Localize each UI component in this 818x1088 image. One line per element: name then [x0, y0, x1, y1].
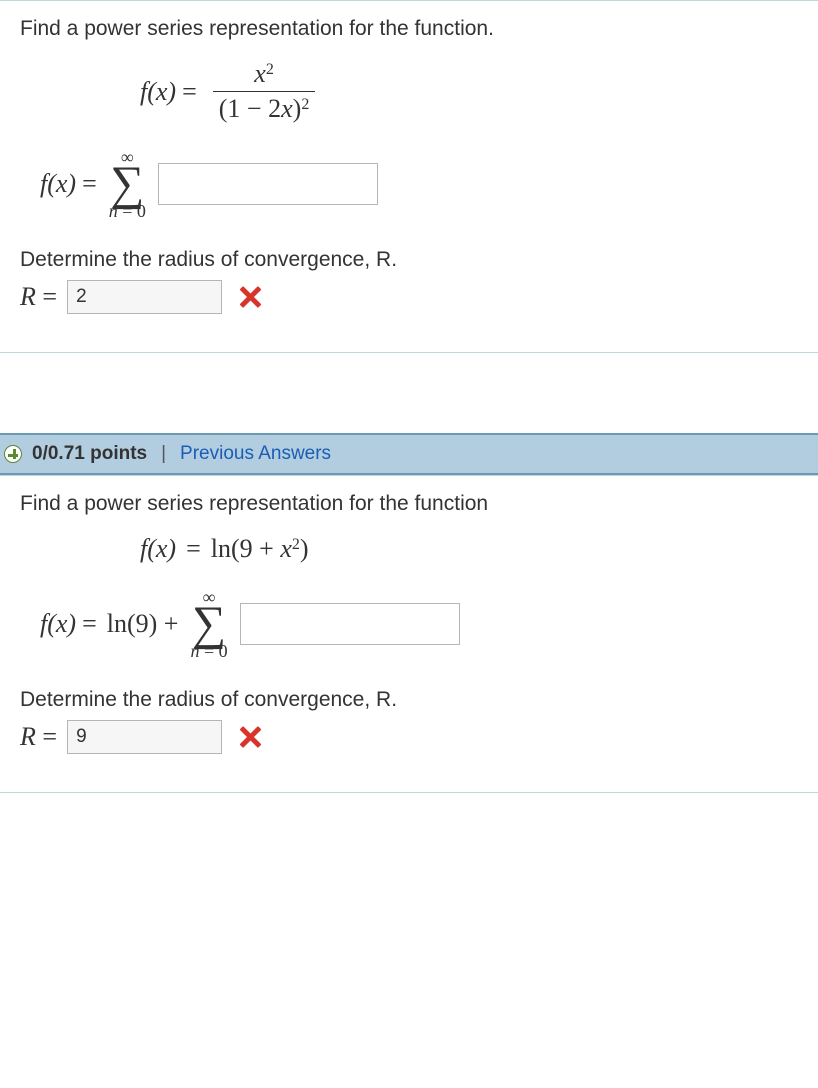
given-function: f(x) = ln(9 + x2)	[140, 534, 798, 564]
R-label: R =	[20, 722, 57, 752]
sum-lower-limit: n = 0	[109, 202, 146, 220]
score-text: 0/0.71 points	[32, 443, 147, 465]
math-lhs: f(x)	[140, 77, 176, 107]
question-2: Find a power series representation for t…	[0, 475, 818, 776]
sum-lower-limit: n = 0	[190, 642, 227, 660]
sigma-symbol: ∑	[110, 166, 144, 202]
radius-answer-row: R =	[20, 720, 798, 754]
given-function: f(x) = x2 (1 − 2x)2	[140, 59, 798, 124]
pipe-divider: |	[157, 443, 170, 465]
math-rhs: ln(9 + x2)	[211, 534, 309, 564]
previous-answers-link[interactable]: Previous Answers	[180, 443, 331, 465]
points-bar: 0/0.71 points | Previous Answers	[0, 433, 818, 475]
radius-instruction: Determine the radius of convergence, R.	[20, 248, 798, 272]
sigma-sum-icon: ∞ ∑ n = 0	[190, 588, 227, 660]
radius-answer-row: R =	[20, 280, 798, 314]
fraction-numerator: x2	[248, 59, 280, 91]
instruction-text: Find a power series representation for t…	[20, 492, 798, 516]
radius-input[interactable]	[67, 280, 222, 314]
series-answer-row: f(x) = ∞ ∑ n = 0	[40, 148, 798, 220]
equals-sign: =	[186, 534, 201, 564]
separator-line	[0, 352, 818, 353]
answer-lhs: f(x) =	[40, 169, 97, 199]
fraction-denominator: (1 − 2x)2	[213, 91, 316, 124]
radius-input[interactable]	[67, 720, 222, 754]
series-term-input[interactable]	[158, 163, 378, 205]
equals-sign: =	[182, 77, 197, 107]
answer-lhs: f(x) = ln(9) +	[40, 609, 178, 639]
radius-instruction: Determine the radius of convergence, R.	[20, 688, 798, 712]
fraction: x2 (1 − 2x)2	[213, 59, 316, 124]
constant-term: ln(9) +	[107, 609, 179, 639]
incorrect-icon	[238, 286, 260, 308]
instruction-text: Find a power series representation for t…	[20, 17, 798, 41]
separator-line	[0, 792, 818, 793]
math-lhs: f(x)	[140, 534, 176, 564]
expand-plus-icon[interactable]	[4, 445, 22, 463]
sigma-sum-icon: ∞ ∑ n = 0	[109, 148, 146, 220]
sigma-symbol: ∑	[192, 606, 226, 642]
series-answer-row: f(x) = ln(9) + ∞ ∑ n = 0	[40, 588, 798, 660]
incorrect-icon	[238, 726, 260, 748]
series-term-input[interactable]	[240, 603, 460, 645]
R-label: R =	[20, 282, 57, 312]
question-1: Find a power series representation for t…	[0, 0, 818, 336]
